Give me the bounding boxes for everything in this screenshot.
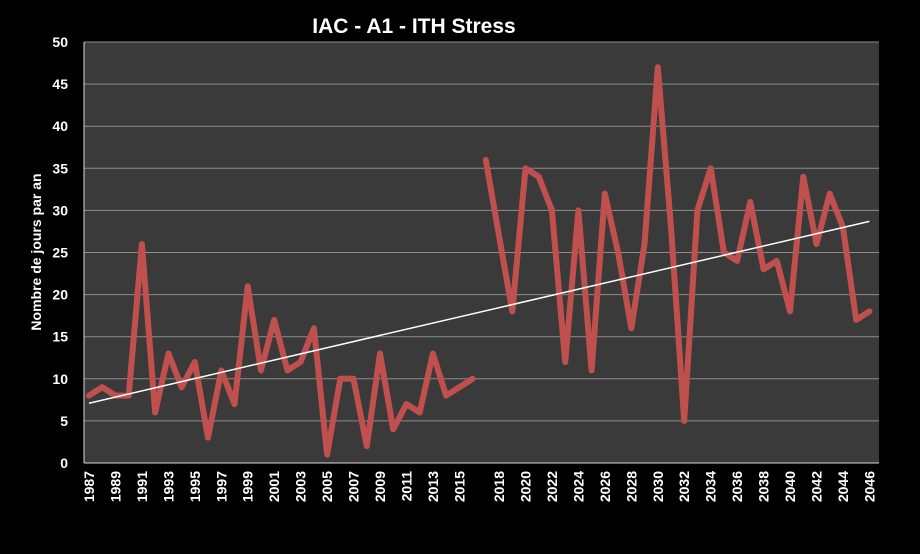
y-tick-label: 0 xyxy=(60,455,68,471)
x-tick-label: 2042 xyxy=(808,471,824,502)
series-lines xyxy=(86,64,873,458)
x-tick-label: 2009 xyxy=(372,471,388,502)
y-tick-label: 35 xyxy=(52,160,68,176)
x-tick-label: 2030 xyxy=(650,471,666,502)
y-tick-label: 5 xyxy=(60,413,68,429)
x-tick-label: 1993 xyxy=(160,471,176,502)
y-axis-ticks: 0 5 10 15 20 25 30 35 40 45 50 xyxy=(52,34,68,471)
x-tick-label: 1995 xyxy=(187,471,203,502)
x-tick-label: 2022 xyxy=(544,471,560,502)
x-tick-label: 1991 xyxy=(134,471,150,502)
x-tick-label: 1987 xyxy=(81,471,97,502)
x-tick-label: 2024 xyxy=(570,471,586,502)
x-tick-label: 2015 xyxy=(451,471,467,502)
y-tick-label: 50 xyxy=(52,34,68,50)
y-tick-label: 15 xyxy=(52,329,68,345)
x-tick-label: 2034 xyxy=(703,471,719,502)
x-tick-label: 2020 xyxy=(517,471,533,502)
x-tick-label: 2046 xyxy=(861,471,877,502)
trendline xyxy=(88,220,870,404)
y-axis-label: Nombre de jours par an xyxy=(28,173,44,330)
x-tick-label: 1989 xyxy=(107,471,123,502)
x-tick-label: 2001 xyxy=(266,471,282,502)
x-tick-label: 2038 xyxy=(756,471,772,502)
x-tick-label: 2026 xyxy=(597,471,613,502)
x-tick-label: 2044 xyxy=(835,471,851,502)
series-line-historical xyxy=(86,241,476,458)
x-tick-label: 2028 xyxy=(623,471,639,502)
x-tick-label: 2040 xyxy=(782,471,798,502)
y-tick-label: 20 xyxy=(52,287,68,303)
grid-lines xyxy=(83,41,879,464)
x-tick-label: 2011 xyxy=(398,471,414,502)
x-tick-label: 1997 xyxy=(213,471,229,502)
series-line-projection xyxy=(482,64,873,424)
x-tick-label: 2013 xyxy=(425,471,441,502)
y-tick-label: 45 xyxy=(52,76,68,92)
y-tick-label: 30 xyxy=(52,202,68,218)
y-tick-label: 25 xyxy=(52,245,68,261)
x-tick-label: 2003 xyxy=(293,471,309,502)
y-tick-label: 40 xyxy=(52,118,68,134)
x-tick-label: 2018 xyxy=(491,471,507,502)
trendline-line xyxy=(88,220,870,404)
x-tick-label: 2005 xyxy=(319,471,335,502)
chart-title: IAC - A1 - ITH Stress xyxy=(312,15,515,38)
x-tick-label: 2032 xyxy=(676,471,692,502)
x-tick-label: 1999 xyxy=(240,471,256,502)
x-tick-label: 2007 xyxy=(346,471,362,502)
y-tick-label: 10 xyxy=(52,371,68,387)
x-axis-ticks: 1987 1989 1991 1993 1995 1997 1999 2001 2003 2005… xyxy=(81,471,877,502)
x-tick-label: 2036 xyxy=(729,471,745,502)
